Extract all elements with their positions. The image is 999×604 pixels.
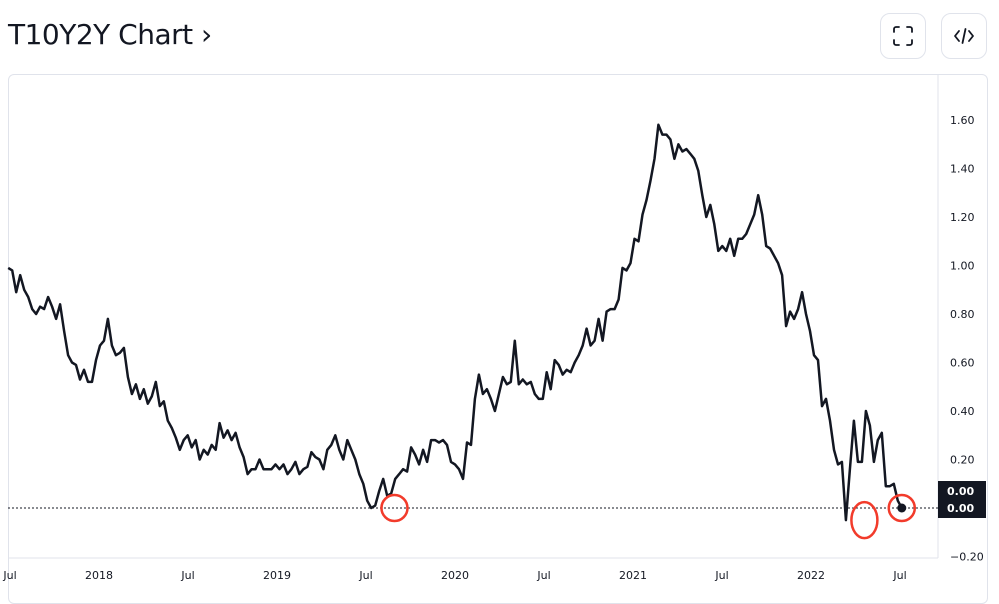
x-tick-label: 2018 bbox=[85, 569, 113, 582]
y-tick-label: 1.20 bbox=[950, 211, 975, 224]
last-value-label: 0.00 bbox=[947, 502, 974, 515]
highlight-circle bbox=[887, 493, 917, 523]
y-tick-label: 0.20 bbox=[950, 454, 975, 467]
y-tick-label: 1.40 bbox=[950, 163, 975, 176]
page-title[interactable]: T10Y2Y Chart › bbox=[8, 18, 212, 51]
t10y2y-series-line bbox=[7, 123, 903, 522]
x-tick-label: 2021 bbox=[619, 569, 647, 582]
embed-code-button[interactable] bbox=[941, 13, 987, 59]
x-tick-label: Jul bbox=[2, 569, 16, 582]
x-tick-label: Jul bbox=[180, 569, 194, 582]
x-tick-label: Jul bbox=[536, 569, 550, 582]
x-tick-label: 2022 bbox=[797, 569, 825, 582]
fullscreen-button[interactable] bbox=[880, 13, 926, 59]
y-tick-label: 0.80 bbox=[950, 308, 975, 321]
x-tick-label: 2019 bbox=[263, 569, 291, 582]
x-tick-label: Jul bbox=[714, 569, 728, 582]
fullscreen-icon bbox=[893, 26, 913, 46]
y-tick-label: 0.60 bbox=[950, 357, 975, 370]
x-tick-label: Jul bbox=[892, 569, 906, 582]
y-tick-label: −0.20 bbox=[950, 551, 984, 564]
x-tick-label: 2020 bbox=[441, 569, 469, 582]
y-tick-label: 1.60 bbox=[950, 114, 975, 127]
y-tick-label: 1.00 bbox=[950, 260, 975, 273]
last-point-marker bbox=[897, 503, 907, 513]
code-icon bbox=[954, 28, 974, 44]
y-tick-label: 0.40 bbox=[950, 405, 975, 418]
last-value-label: 0.00 bbox=[947, 485, 974, 498]
highlight-circle bbox=[850, 500, 879, 540]
highlight-circle bbox=[380, 493, 409, 523]
x-tick-label: Jul bbox=[358, 569, 372, 582]
last-value-label-box bbox=[938, 481, 986, 518]
